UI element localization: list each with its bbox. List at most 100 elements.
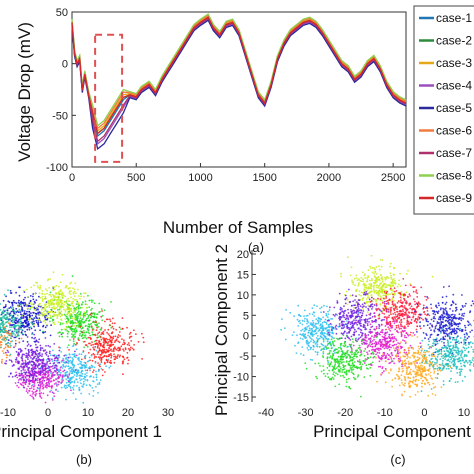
- scatter-point: [14, 358, 17, 361]
- scatter-point: [15, 307, 18, 310]
- scatter-point: [399, 345, 402, 348]
- scatter-point: [21, 376, 24, 379]
- scatter-point: [51, 391, 54, 394]
- scatter-point: [443, 312, 445, 315]
- scatter-point: [87, 331, 90, 333]
- scatter-point: [399, 296, 402, 299]
- scatter-point: [413, 286, 416, 288]
- scatter-point: [372, 285, 375, 288]
- scatter-point: [127, 362, 129, 365]
- scatter-point: [338, 323, 341, 325]
- scatter-point: [393, 308, 396, 311]
- scatter-point: [38, 362, 40, 365]
- scatter-point: [31, 333, 33, 335]
- scatter-point: [40, 346, 42, 349]
- scatter-point: [341, 308, 343, 310]
- scatter-point: [432, 320, 435, 323]
- scatter-point: [69, 304, 71, 307]
- scatter-point: [386, 347, 389, 350]
- scatter-point: [314, 350, 317, 353]
- scatter-point: [2, 352, 5, 355]
- scatter-point: [384, 282, 387, 285]
- scatter-point: [30, 327, 33, 330]
- scatter-point: [65, 361, 68, 363]
- scatter-point: [383, 347, 386, 350]
- scatter-point: [405, 332, 408, 335]
- scatter-point: [121, 343, 124, 346]
- scatter-point: [378, 360, 381, 363]
- scatter-point: [109, 365, 112, 368]
- scatter-point: [67, 375, 69, 378]
- scatter-point: [449, 315, 452, 318]
- scatter-point: [326, 356, 329, 358]
- scatter-point: [448, 285, 450, 288]
- scatter-point: [300, 353, 302, 355]
- scatter-point: [43, 379, 46, 382]
- scatter-point: [345, 297, 348, 299]
- scatter-point: [101, 345, 104, 348]
- scatter-point: [0, 309, 2, 311]
- scatter-point: [36, 355, 39, 357]
- scatter-point: [401, 302, 404, 305]
- scatter-point: [352, 364, 355, 366]
- scatter-point: [388, 314, 391, 317]
- scatter-point: [12, 306, 15, 309]
- scatter-point: [350, 310, 353, 313]
- scatter-point: [352, 283, 355, 285]
- scatter-point: [289, 311, 292, 314]
- scatter-point: [44, 288, 47, 290]
- scatter-point: [51, 299, 54, 302]
- scatter-point: [69, 356, 72, 359]
- scatter-point: [44, 376, 47, 378]
- scatter-point: [460, 341, 463, 344]
- scatter-point: [385, 310, 388, 313]
- scatter-point: [311, 319, 314, 322]
- scatter-point: [393, 274, 395, 276]
- scatter-point: [398, 283, 400, 286]
- scatter-point: [396, 352, 399, 354]
- scatter-point: [14, 318, 16, 320]
- scatter-point: [107, 355, 110, 358]
- scatter-point: [359, 305, 362, 308]
- scatter-point: [341, 369, 344, 371]
- scatter-point: [61, 299, 63, 302]
- scatter-point: [366, 277, 368, 279]
- scatter-point: [402, 278, 405, 280]
- scatter-point: [304, 333, 306, 336]
- scatter-point: [352, 312, 355, 315]
- scatter-point: [364, 359, 367, 362]
- scatter-point: [450, 322, 453, 325]
- scatter-point: [43, 365, 46, 367]
- scatter-point: [330, 377, 333, 380]
- scatter-point: [315, 375, 317, 378]
- scatter-point: [26, 392, 29, 394]
- scatter-point: [77, 307, 80, 310]
- scatter-point: [107, 358, 110, 361]
- scatter-point: [460, 308, 463, 311]
- scatter-point: [38, 338, 41, 341]
- scatter-point: [328, 352, 331, 354]
- scatter-point: [34, 293, 37, 295]
- scatter-point: [377, 297, 379, 300]
- scatter-point: [79, 375, 82, 377]
- scatter-point: [74, 316, 77, 319]
- scatter-point: [9, 340, 12, 343]
- scatter-point: [312, 348, 315, 351]
- scatter-point: [383, 300, 386, 303]
- scatter-point: [343, 305, 345, 307]
- scatter-point: [100, 308, 103, 310]
- scatter-point: [82, 295, 85, 298]
- scatter-point: [355, 277, 358, 279]
- scatter-point: [99, 356, 102, 359]
- scatter-point: [378, 323, 380, 326]
- scatter-point: [78, 304, 80, 307]
- scatter-point: [60, 378, 63, 381]
- scatter-point: [17, 353, 20, 356]
- scatter-point: [370, 283, 373, 286]
- scatter-point: [408, 383, 410, 385]
- scatter-point: [433, 370, 436, 373]
- scatter-point: [68, 383, 71, 386]
- scatter-point: [424, 353, 427, 356]
- scatter-point: [36, 340, 38, 343]
- scatter-point: [397, 324, 400, 327]
